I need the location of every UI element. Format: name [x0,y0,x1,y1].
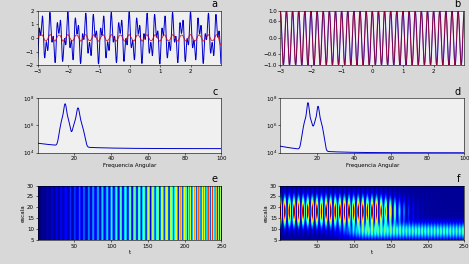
X-axis label: t: t [371,250,373,255]
Text: e: e [212,175,218,185]
Text: d: d [454,87,461,97]
X-axis label: t: t [129,250,130,255]
Text: b: b [454,0,461,10]
Y-axis label: escala: escala [21,204,26,222]
Text: f: f [457,175,461,185]
X-axis label: Frequencia Angular: Frequencia Angular [346,163,399,168]
Text: c: c [212,87,218,97]
X-axis label: Frequencia Angular: Frequencia Angular [103,163,156,168]
Y-axis label: escala: escala [264,204,268,222]
Text: a: a [212,0,218,10]
